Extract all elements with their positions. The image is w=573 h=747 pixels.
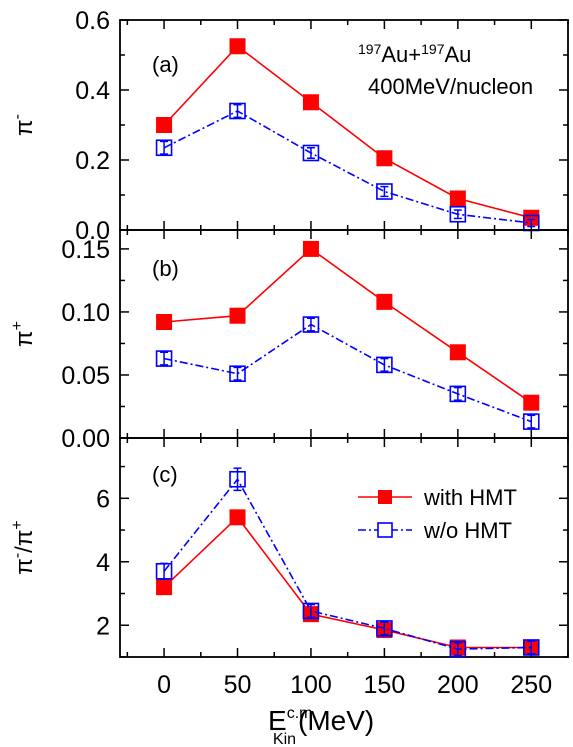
series-without-line — [163, 110, 532, 224]
y-tick-label: 0.15 — [61, 236, 110, 264]
annotation-part1: Au+ — [381, 42, 421, 67]
legend-with-label: with HMT — [423, 485, 517, 510]
x-tick-label: 50 — [224, 671, 252, 699]
series-with-point — [376, 293, 393, 310]
y-tick-label: 4 — [96, 549, 110, 577]
y-tick-label: 6 — [96, 485, 110, 513]
system-annotation-line2: 400MeV/nucleon — [368, 74, 533, 99]
series-without-point — [229, 102, 246, 120]
system-annotation-line1: 197Au+197Au — [358, 41, 471, 67]
y-tick-label: 0.05 — [61, 362, 110, 390]
series-with-point — [229, 509, 246, 526]
series-without-point — [302, 144, 320, 162]
legend-without-marker — [377, 522, 393, 538]
panel-label: (a) — [152, 52, 179, 77]
x-tick-label: 100 — [290, 671, 332, 699]
series-with-line — [163, 45, 532, 219]
panel-frame — [119, 19, 569, 231]
series-with-line — [163, 516, 532, 649]
y-axis-label: π-/π+ — [9, 520, 38, 574]
y-tick-label: 0.10 — [61, 299, 110, 327]
series-without-point — [376, 183, 393, 200]
x-tick-label: 250 — [510, 671, 552, 699]
legend: with HMT w/o HMT — [358, 485, 517, 543]
panel-0: 0.0 0.2 0.4 0.6 (a) π- — [9, 7, 569, 245]
panel-frame — [119, 229, 569, 439]
series-with-point — [156, 314, 173, 331]
annotation-sup1: 197 — [358, 41, 382, 57]
series-with-point — [156, 117, 173, 133]
x-tick-label: 0 — [157, 671, 171, 699]
annotation-part2: Au — [444, 42, 471, 67]
series-without-point — [449, 385, 467, 403]
series-without-point — [522, 413, 540, 430]
series-with-point — [229, 307, 246, 324]
series-without-point — [155, 139, 173, 157]
y-tick-label: 0.00 — [61, 425, 110, 453]
series-with-line — [164, 247, 532, 404]
series-without-line — [163, 477, 532, 650]
series-without-point — [229, 470, 246, 488]
panel-frame — [119, 437, 569, 658]
series-with-point — [229, 38, 246, 55]
series-without-point — [449, 640, 467, 658]
x-axis-label-sup: c.m. — [287, 705, 317, 722]
series-with-point — [449, 344, 466, 361]
x-axis-label: Ec.m. Kin(MeV) — [268, 705, 374, 747]
x-axis-label-unit: (MeV) — [298, 705, 374, 736]
y-axis-label: π- — [9, 114, 38, 136]
series-with-point — [156, 579, 173, 596]
legend-without-label: w/o HMT — [423, 518, 512, 543]
series-without-point — [376, 620, 393, 637]
series-with-point — [523, 394, 540, 411]
series-without-point — [522, 639, 540, 656]
panel-label: (c) — [152, 462, 178, 487]
x-tick-label: 150 — [364, 671, 406, 699]
series-without-line — [163, 323, 532, 423]
series-without-point — [449, 205, 467, 223]
y-tick-label: 0.6 — [75, 7, 110, 35]
y-tick-label: 2 — [96, 612, 110, 640]
panel-2: 2 4 6 (c) π-/π+ — [9, 437, 569, 658]
y-axis-label: π+ — [9, 321, 38, 347]
series-without-point — [155, 563, 173, 580]
series-without-point — [302, 316, 320, 333]
annotation-sup2: 197 — [421, 41, 445, 57]
x-axis-label-sub: Kin — [273, 731, 296, 747]
series-with-point — [302, 94, 319, 111]
x-tick-label: 200 — [437, 671, 479, 699]
series-without-point — [376, 356, 393, 374]
series-with-point — [302, 240, 319, 257]
y-tick-label: 0.2 — [75, 147, 110, 175]
series-with-point — [449, 190, 466, 207]
x-axis-label-main: E — [268, 705, 287, 736]
panel-label: (b) — [152, 256, 179, 281]
series-without-point — [229, 365, 246, 383]
series-without-point — [302, 602, 320, 620]
y-tick-label: 0.4 — [75, 77, 110, 105]
y-tick-label: 0.0 — [75, 217, 110, 245]
panel-1: 0.00 0.05 0.10 0.15 (b) π+ — [9, 229, 569, 453]
series-with-point — [376, 150, 393, 167]
series-without-point — [155, 350, 173, 367]
legend-with-marker — [378, 490, 392, 504]
